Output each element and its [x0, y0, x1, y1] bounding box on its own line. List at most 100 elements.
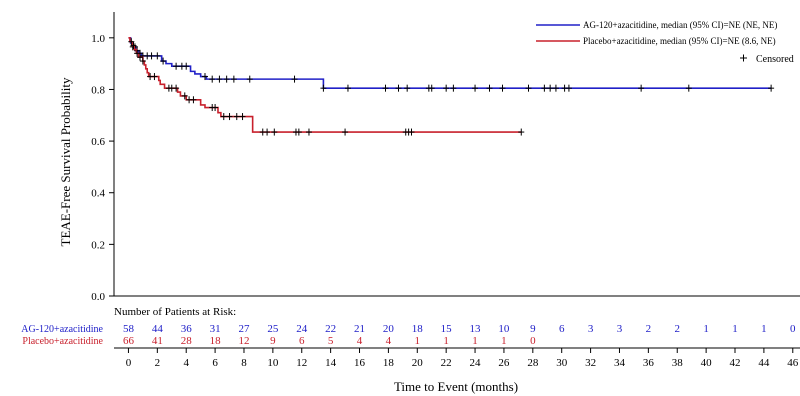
risk-count: 1: [472, 335, 478, 347]
censor-mark: [209, 75, 216, 83]
x-tick-label: 20: [412, 357, 424, 369]
censor-mark: [134, 49, 141, 57]
risk-table: AG-120+azacitidine 58 44 36 31 27 25 24 22 21 20 18…: [21, 323, 796, 347]
risk-count: 24: [296, 323, 308, 335]
series-group: [128, 37, 775, 136]
y-tick-label: 0.4: [91, 188, 105, 200]
x-tick-label: 36: [643, 357, 655, 369]
y-tick-label: 0.0: [91, 291, 105, 303]
y-axis-title: TEAE-Free Survival Probability: [58, 77, 73, 246]
risk-count: 0: [530, 335, 536, 347]
series-line-1: [128, 37, 522, 133]
risk-count: 1: [761, 323, 767, 335]
risk-count: 22: [325, 323, 336, 335]
risk-count: 6: [559, 323, 565, 335]
y-tick-label: 0.8: [91, 84, 105, 96]
risk-row-label: Placebo+azacitidine: [22, 336, 103, 347]
risk-count: 41: [152, 335, 163, 347]
censor-mark: [291, 75, 298, 83]
x-tick-label: 6: [212, 357, 218, 369]
risk-count: 1: [703, 323, 709, 335]
risk-count: 28: [181, 335, 193, 347]
censor-mark: [136, 53, 143, 61]
risk-count: 1: [732, 323, 738, 335]
censor-mark: [395, 84, 402, 92]
censor-mark: [565, 84, 572, 92]
censor-mark: [547, 84, 554, 92]
censor-mark: [130, 42, 137, 50]
axes: 0.00.20.40.60.81.00 2 4 6 8 10 12 14 16 18 20 22 24 2…: [91, 12, 800, 369]
risk-count: 20: [383, 323, 395, 335]
censor-mark: [499, 84, 506, 92]
censor-mark: [239, 113, 246, 121]
censor-mark: [472, 84, 479, 92]
censor-mark: [183, 62, 190, 70]
x-tick-label: 10: [267, 357, 279, 369]
censor-mark: [173, 62, 180, 70]
risk-count: 0: [790, 323, 796, 335]
censor-mark: [230, 75, 237, 83]
risk-count: 9: [530, 323, 536, 335]
risk-count: 66: [123, 335, 135, 347]
censor-mark: [233, 113, 240, 121]
censor-mark: [518, 128, 525, 136]
censor-mark: [305, 128, 312, 136]
censor-mark: [408, 128, 415, 136]
x-tick-label: 28: [527, 357, 539, 369]
risk-table-header: Number of Patients at Risk:: [114, 306, 236, 318]
censor-mark: [342, 128, 349, 136]
risk-count: 31: [210, 323, 221, 335]
censor-mark: [541, 84, 548, 92]
risk-count: 25: [267, 323, 279, 335]
x-tick-label: 16: [354, 357, 366, 369]
censor-mark: [525, 84, 532, 92]
x-tick-label: 42: [730, 357, 741, 369]
censor-mark: [128, 38, 135, 46]
x-tick-label: 4: [183, 357, 189, 369]
x-tick-label: 26: [498, 357, 510, 369]
censor-mark: [428, 84, 435, 92]
x-tick-label: 40: [701, 357, 713, 369]
risk-count: 3: [588, 323, 594, 335]
censor-mark: [271, 128, 278, 136]
censor-mark: [190, 96, 197, 104]
risk-count: 21: [354, 323, 365, 335]
risk-row-label: AG-120+azacitidine: [21, 324, 103, 335]
y-tick-label: 0.6: [91, 136, 105, 148]
censor-mark: [216, 75, 223, 83]
risk-count: 4: [357, 335, 363, 347]
risk-count: 6: [299, 335, 305, 347]
censor-mark: [201, 73, 208, 81]
censor-mark: [486, 84, 493, 92]
x-axis-title: Time to Event (months): [394, 379, 518, 394]
censor-mark: [246, 75, 253, 83]
censor-mark: [154, 52, 161, 60]
censor-mark: [443, 84, 450, 92]
x-tick-label: 30: [556, 357, 568, 369]
x-tick-label: 14: [325, 357, 337, 369]
x-tick-label: 44: [758, 357, 770, 369]
risk-count: 2: [646, 323, 652, 335]
risk-count: 4: [386, 335, 392, 347]
risk-count: 18: [210, 335, 222, 347]
censor-mark: [320, 84, 327, 92]
risk-count: 1: [501, 335, 507, 347]
censored-legend-label: Censored: [756, 54, 794, 65]
x-tick-label: 24: [470, 357, 482, 369]
censor-mark: [151, 73, 158, 81]
x-tick-label: 46: [787, 357, 799, 369]
censor-mark: [344, 84, 351, 92]
legend-label-1: Placebo+azacitidine, median (95% CI)=NE …: [583, 36, 776, 46]
risk-count: 1: [443, 335, 449, 347]
x-tick-label: 2: [155, 357, 161, 369]
legend-label-0: AG-120+azacitidine, median (95% CI)=NE (…: [583, 20, 777, 30]
x-tick-label: 12: [296, 357, 307, 369]
risk-count: 13: [470, 323, 482, 335]
censor-mark: [226, 113, 233, 121]
censor-mark: [404, 84, 411, 92]
risk-count: 10: [498, 323, 510, 335]
x-tick-label: 32: [585, 357, 596, 369]
risk-count: 9: [270, 335, 276, 347]
censor-mark: [212, 104, 219, 112]
